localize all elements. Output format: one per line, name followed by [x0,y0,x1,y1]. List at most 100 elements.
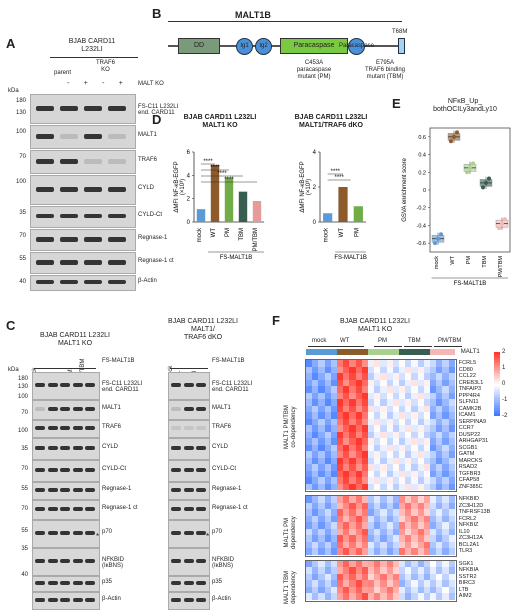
heatmap-cell [392,548,399,555]
heatmap-cell [361,502,368,509]
heatmap-cell [318,366,325,373]
heatmap-cell [411,444,418,451]
heatmap-cell [417,464,424,471]
heatmap-cell [318,567,325,574]
heatmap-cell [423,438,430,445]
y-axis-label: GSVA enrichment score [402,158,408,222]
heatmap-cell [368,386,375,393]
mw-marker: 40 [21,572,28,578]
heatmap-cell [411,425,418,432]
band [60,581,70,585]
heatmap-cell [324,567,331,574]
heatmap-cell [318,386,325,393]
heatmap-cell [343,528,350,535]
heatmap-cell [374,496,381,503]
heatmap-cell [368,399,375,406]
d-title-2: BJAB CARD11 L232LI MALT1/TRAF6 dKO [294,114,368,129]
x-tick-label: TBM [482,256,488,268]
gene-label: LTB [458,586,469,593]
heatmap-cell [368,431,375,438]
heatmap-cell [318,509,325,516]
heatmap-cell [337,457,344,464]
heatmap-cell [312,425,319,432]
heatmap-cell [436,586,443,593]
heatmap-cell [430,560,437,567]
heatmap-cell [324,360,331,367]
heatmap-cell [337,412,344,419]
band [60,559,70,563]
heatmap-cell [417,399,424,406]
annotation-cell [399,349,406,355]
heatmap-cell [448,548,455,555]
legend-cell [494,395,500,397]
heatmap-cell [386,535,393,542]
row-label: MALT1 [212,405,231,411]
row-label: CYLD-Ct [138,212,163,218]
heatmap-cell [417,379,424,386]
heatmap-cell [430,386,437,393]
heatmap-cell [374,464,381,471]
heatmap-cell [423,567,430,574]
heatmap-cell [349,386,356,393]
point [465,170,469,175]
star-label: * [206,532,210,541]
band [60,407,70,411]
heatmap-cell [386,431,393,438]
row-label: p35 [102,579,113,585]
heatmap-cell [318,451,325,458]
heatmap-cell [368,412,375,419]
heatmap-cell [343,373,350,380]
heatmap-cell [380,535,387,542]
heatmap-cell [430,541,437,548]
heatmap-cell [343,509,350,516]
heatmap-cell [349,366,356,373]
heatmap-cell [343,379,350,386]
heatmap-cell [330,515,337,522]
heatmap-cell [368,373,375,380]
heatmap-cell [337,515,344,522]
heatmap-cell [448,392,455,399]
mw-marker: 180 [17,376,28,382]
heatmap-cell [330,444,337,451]
legend-cell [494,401,500,404]
y-tick-label: -0.2 [417,206,426,212]
heatmap-cell [312,412,319,419]
band [47,407,58,411]
heatmap-cell [380,418,387,425]
heatmap-cell [349,379,356,386]
heatmap-cell [442,515,449,522]
domain-ig1: Ig1 [236,38,253,55]
heatmap-cell [306,418,313,425]
heatmap-cell [337,464,344,471]
legend-cell [494,368,500,370]
heatmap-cell [337,444,344,451]
heatmap-cell [337,502,344,509]
heatmap-cell [380,444,387,451]
heatmap-cell [355,593,362,600]
heatmap-cell [343,567,350,574]
heatmap-cell [355,515,362,522]
gene-label: CAMK2B [458,405,482,412]
annotation-cell [312,349,319,355]
heatmap-cell [355,444,362,451]
band [196,383,206,387]
heatmap-cell [306,392,313,399]
heatmap-cell [306,386,313,393]
heatmap-cell [423,418,430,425]
blot-strip [30,150,136,174]
heatmap-cell [380,405,387,412]
heatmap-cell [448,451,455,458]
heatmap-cell [312,464,319,471]
x-tick-label: mock [434,256,440,269]
band [108,280,126,284]
legend-cell [494,364,500,367]
mw-marker: 35 [21,546,28,552]
heatmap-cell [405,392,412,399]
heatmap-cell [448,399,455,406]
heatmap-cell [312,457,319,464]
heatmap-cell [405,515,412,522]
heatmap-cell [343,431,350,438]
x-tick-label: mock [324,227,330,242]
heatmap-cell [399,470,406,477]
heatmap-cell [386,593,393,600]
